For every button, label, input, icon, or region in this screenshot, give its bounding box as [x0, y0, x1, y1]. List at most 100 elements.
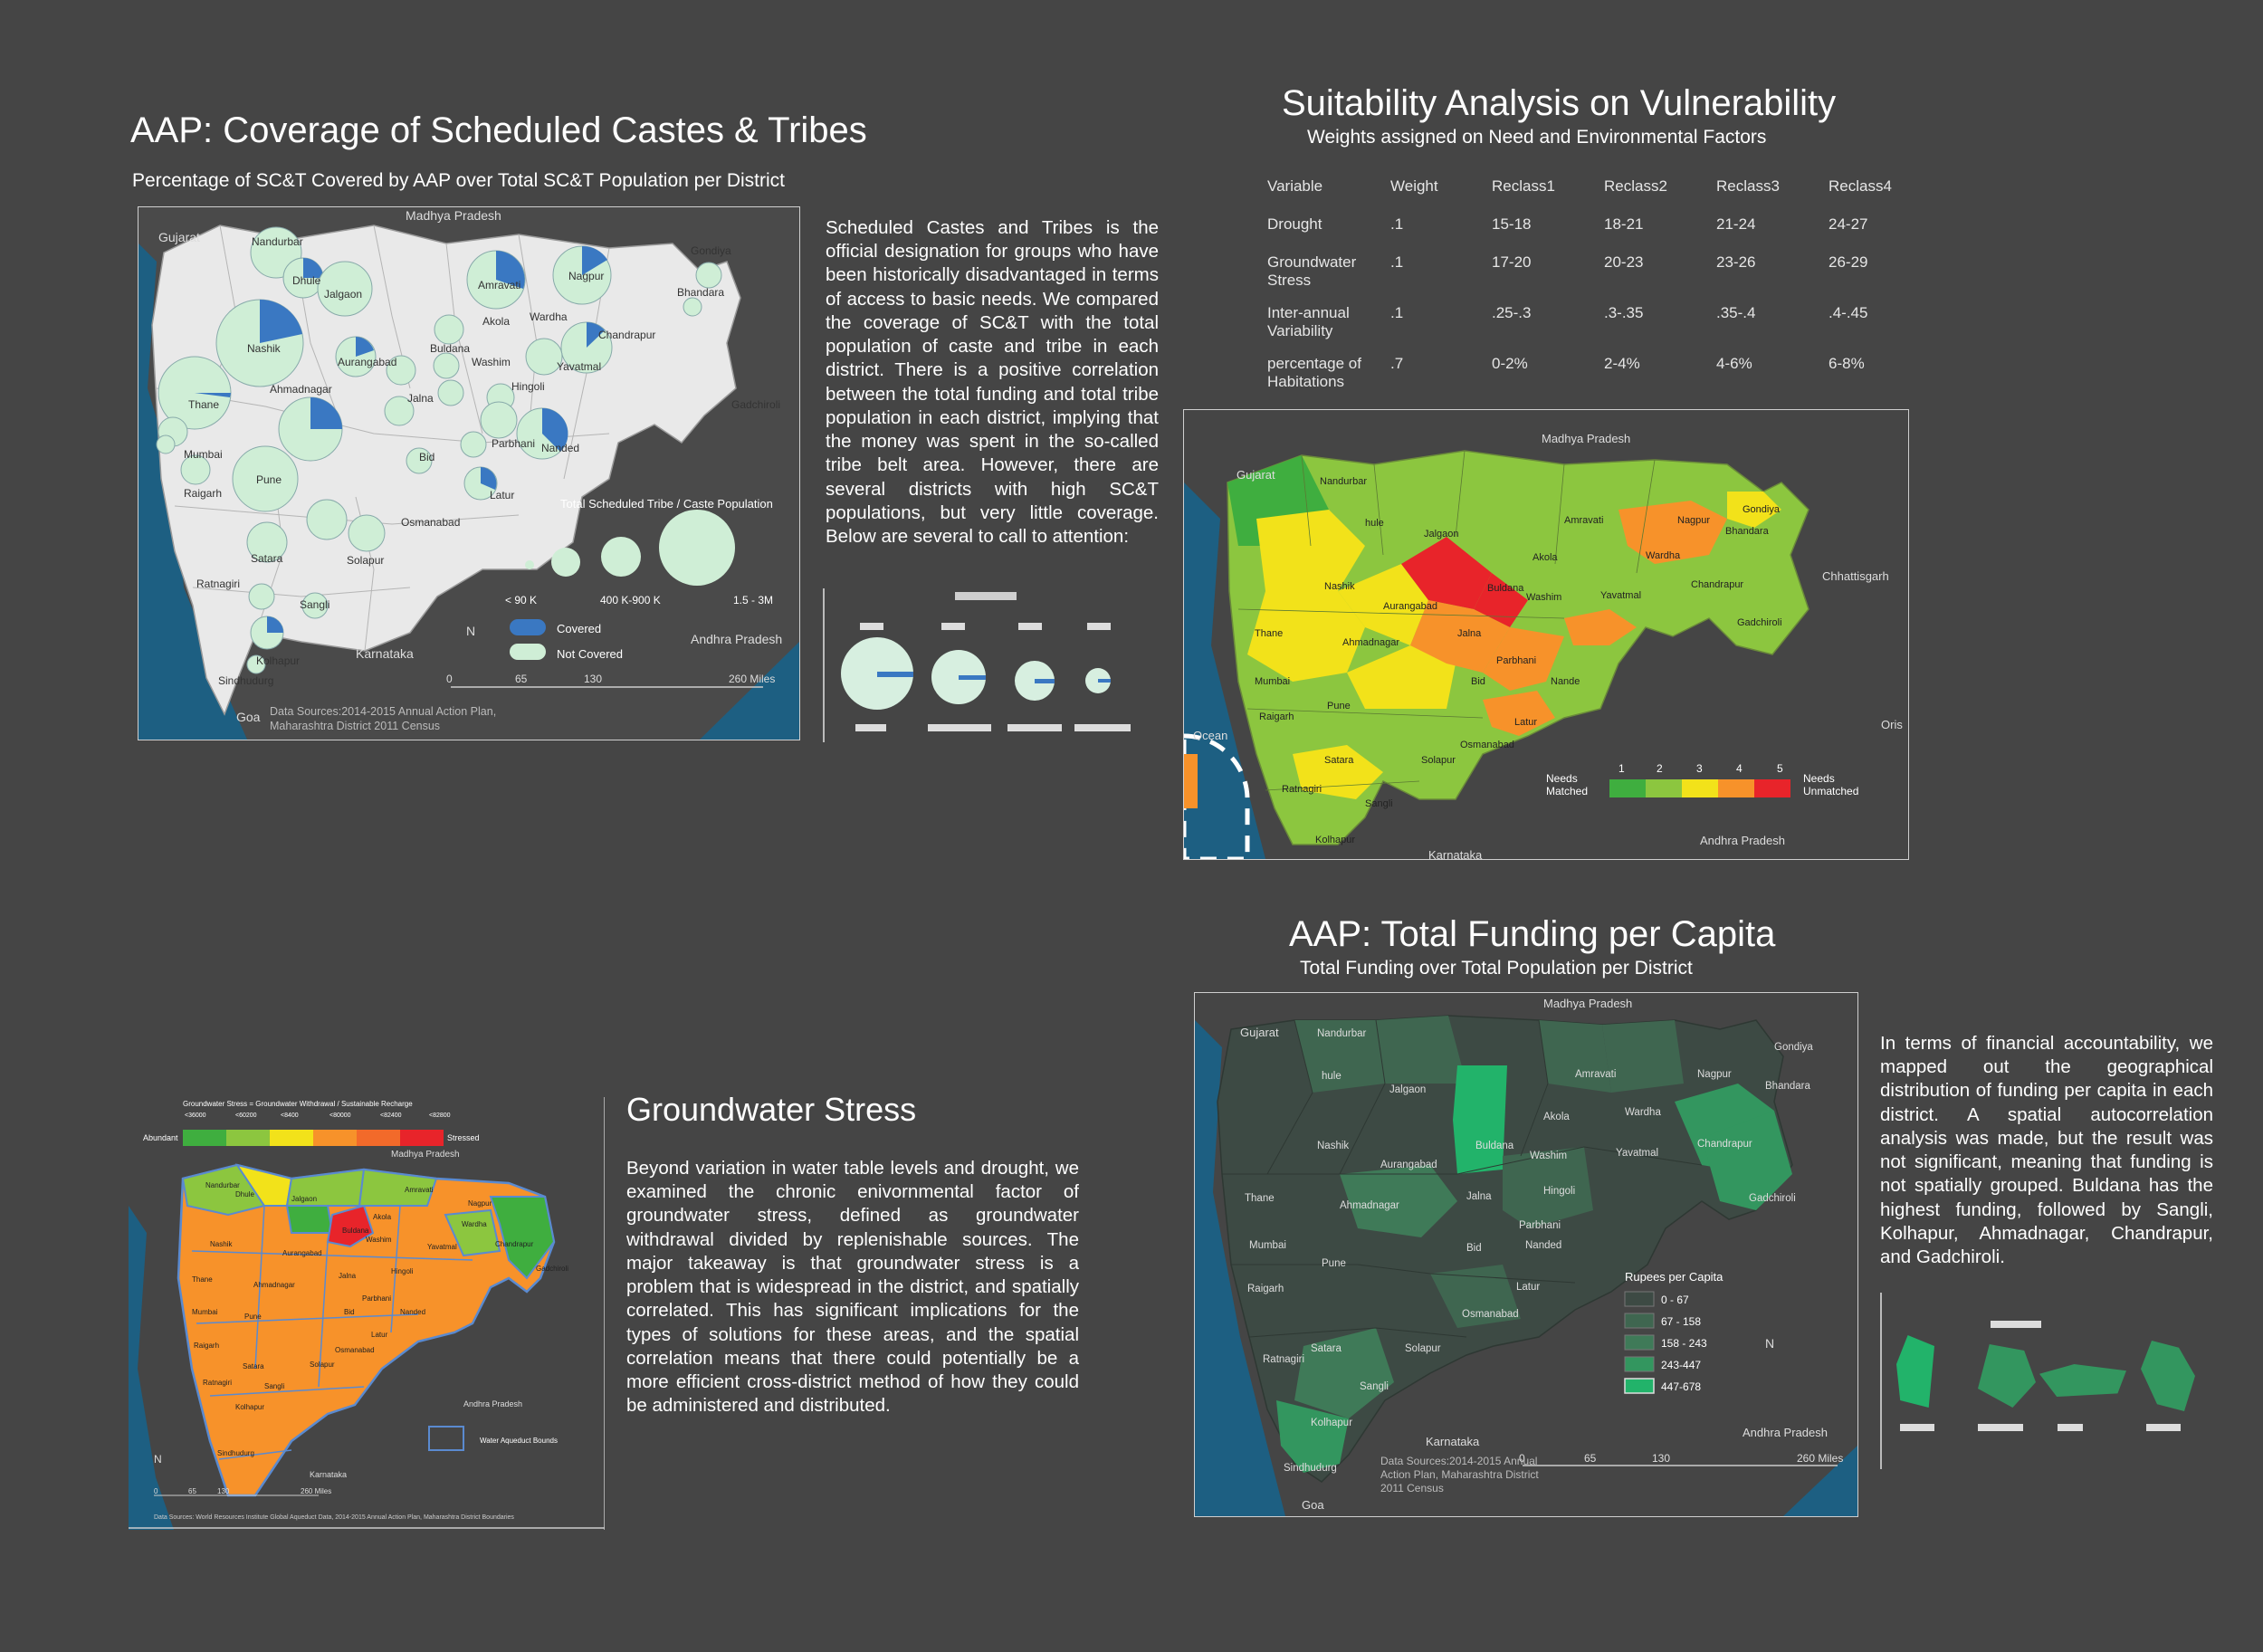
sct-title: AAP: Coverage of Scheduled Castes & Trib… [130, 110, 867, 150]
suit-r2c0: Inter-annual Variability [1267, 304, 1350, 339]
suit-th-4: Reclass3 [1716, 177, 1780, 195]
ground-d-0: Nandurbar [205, 1181, 240, 1189]
ground-d-8: Aurangabad [282, 1249, 322, 1257]
sct-d-5: Gondiya [691, 244, 731, 257]
fund-d-13: Yavatmal [1616, 1148, 1658, 1159]
suit-needs-matched: Needs Matched [1546, 772, 1589, 798]
ground-label-karnataka: Karnataka [310, 1470, 347, 1479]
ground-map: Groundwater Stress = Groundwater Withdra… [129, 1097, 605, 1530]
fund-swatch-3 [1624, 1356, 1655, 1372]
suit-r2c3: .3-.35 [1604, 304, 1644, 321]
fund-callouts [1887, 1308, 2231, 1453]
fund-d-22: Bid [1466, 1243, 1482, 1254]
sct-size-label-2: 1.5 - 3M [733, 594, 773, 606]
sct-d-20: Mumbai [184, 448, 223, 461]
ground-map-svg: Groundwater Stress = Groundwater Withdra… [129, 1097, 605, 1530]
ground-tick-3: <80000 [329, 1112, 351, 1119]
ground-legend-title: Groundwater Stress = Groundwater Withdra… [183, 1100, 413, 1108]
fund-scale-3: 260 Miles [1797, 1452, 1843, 1465]
ground-swatch-0 [183, 1130, 226, 1146]
sct-legend-notcovered-swatch [510, 644, 546, 660]
suit-th-3: Reclass2 [1604, 177, 1667, 195]
suit-d-4: Nagpur [1677, 515, 1710, 526]
fund-d-0: Nandurbar [1317, 1028, 1367, 1039]
sct-d-19: Gadchiroli [731, 398, 780, 411]
ground-d-27: Osmanabad [335, 1346, 375, 1354]
ground-swatch-3 [313, 1130, 357, 1146]
sct-size-label-0: < 90 K [505, 594, 537, 606]
sct-d-24: Parbhani [492, 437, 535, 450]
suit-r3c5: 6-8% [1829, 355, 1865, 372]
sct-scale-2: 130 [584, 673, 602, 685]
suit-r3c3: 2-4% [1604, 355, 1640, 372]
fund-swatch-4 [1624, 1378, 1655, 1394]
fund-d-4: Nagpur [1697, 1069, 1732, 1080]
suit-subtitle: Weights assigned on Need and Environment… [1307, 127, 1767, 148]
fund-d-1: hule [1322, 1071, 1342, 1082]
suit-r1c3: 20-23 [1604, 253, 1644, 271]
fund-d-7: Akola [1543, 1112, 1570, 1122]
sct-d-6: Bhandara [677, 286, 724, 299]
sct-d-21: Raigarh [184, 487, 222, 500]
ground-d-23: Latur [371, 1331, 388, 1339]
ground-d-22: Parbhani [362, 1294, 391, 1303]
suit-r0c0: Drought [1267, 215, 1322, 233]
sct-legend-covered-swatch [510, 619, 546, 635]
fund-d-24: Pune [1322, 1258, 1346, 1269]
suit-r2c2: .25-.3 [1492, 304, 1532, 321]
suit-scale-2: 2 [1657, 762, 1663, 775]
ground-tick-0: <36000 [185, 1112, 206, 1119]
sct-size-xlarge [659, 510, 735, 586]
ground-d-15: Ahmadnagar [253, 1281, 295, 1289]
suit-r0c2: 15-18 [1492, 215, 1532, 233]
suit-swatch-5 [1754, 779, 1790, 797]
ground-d-9: Buldana [342, 1227, 369, 1235]
fund-d-26: Latur [1516, 1282, 1540, 1293]
fund-d-6: Bhandara [1765, 1081, 1810, 1092]
ground-scale-2: 130 [217, 1487, 230, 1495]
fund-d-31: Sangli [1360, 1381, 1389, 1392]
sct-d-25: Nanded [541, 442, 579, 454]
sct-label-goa: Goa [236, 710, 261, 724]
suit-r0c4: 21-24 [1716, 215, 1756, 233]
sct-size-label-1: 400 K-900 K [600, 594, 661, 606]
suit-label-oris: Oris [1881, 718, 1903, 731]
ground-d-18: Mumbai [192, 1308, 218, 1316]
sct-d-14: Thane [188, 398, 219, 411]
suit-d-1: hule [1365, 518, 1384, 529]
suit-d-5: Gondiya [1743, 504, 1781, 515]
fund-swatch-2 [1624, 1334, 1655, 1351]
suit-r0c5: 24-27 [1829, 215, 1868, 233]
ground-tick-5: <82800 [429, 1112, 451, 1119]
suit-d-27: Satara [1324, 755, 1354, 766]
suit-d-12: Aurangabad [1383, 601, 1437, 612]
ground-d-25: Satara [243, 1362, 264, 1370]
ground-d-19: Pune [244, 1313, 262, 1321]
ground-d-4: Nagpur [468, 1199, 492, 1208]
fund-legend-3: 243-447 [1661, 1359, 1701, 1371]
ground-d-16: Jalna [339, 1272, 357, 1280]
fund-legend-0: 0 - 67 [1661, 1294, 1689, 1306]
suit-d-30: Sangli [1365, 798, 1393, 809]
ground-north-arrow-icon: N [154, 1453, 162, 1466]
fund-legend-title: Rupees per Capita [1625, 1270, 1724, 1284]
suit-swatch-4 [1718, 779, 1754, 797]
sct-d-13: Chandrapur [598, 329, 655, 341]
sct-label-karnataka: Karnataka [356, 646, 414, 661]
ground-d-28: Ratnagiri [203, 1379, 232, 1387]
fund-label-mp: Madhya Pradesh [1543, 997, 1632, 1010]
ground-d-5: Akola [373, 1213, 392, 1221]
fund-d-21: Mumbai [1249, 1240, 1286, 1251]
fund-label-ap: Andhra Pradesh [1743, 1426, 1828, 1439]
ground-d-31: Sindhudurg [217, 1449, 254, 1457]
suit-th-1: Weight [1390, 177, 1438, 195]
ground-d-6: Wardha [462, 1220, 487, 1228]
suit-r0c3: 18-21 [1604, 215, 1644, 233]
suit-map-svg: Gujarat Madhya Pradesh Chhattisgarh Andh… [1184, 410, 1908, 859]
suit-d-14: Chandrapur [1691, 579, 1743, 590]
sct-d-11: Buldana [430, 342, 470, 355]
ground-scale-0: 0 [154, 1487, 158, 1495]
fund-subtitle: Total Funding over Total Population per … [1300, 958, 1693, 979]
sct-d-23: Bid [419, 451, 434, 463]
suit-swatch-1 [1609, 779, 1646, 797]
